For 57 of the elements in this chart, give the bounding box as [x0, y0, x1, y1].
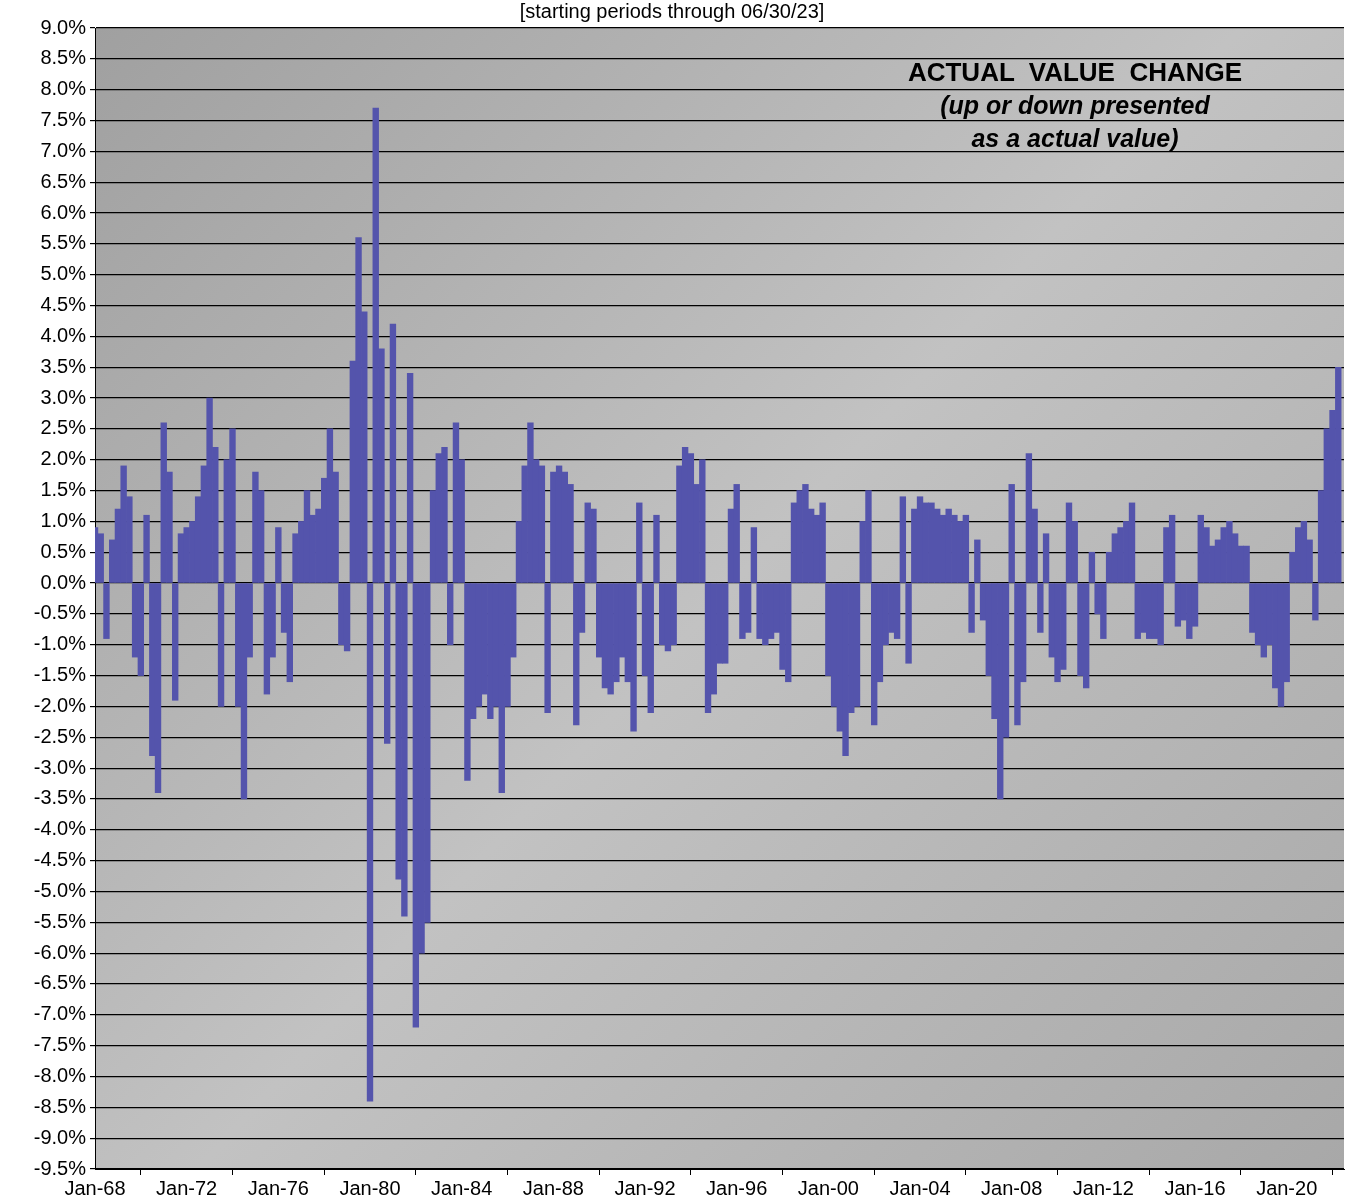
x-tick-label: Jan-96	[706, 1176, 768, 1199]
y-tick-label: -7.5%	[33, 1033, 87, 1056]
x-tick-label: Jan-08	[981, 1176, 1043, 1199]
y-tick-label: 0.0%	[40, 570, 87, 593]
y-tick-label: 5.5%	[40, 231, 87, 254]
y-tick-label: -4.5%	[33, 848, 87, 871]
y-tick-label: -9.5%	[33, 1156, 87, 1179]
x-tick-label: Jan-76	[247, 1176, 309, 1199]
x-tick-label: Jan-68	[64, 1176, 126, 1199]
y-tick-label: -3.0%	[33, 755, 87, 778]
x-tick-label: Jan-88	[522, 1176, 584, 1199]
y-tick-label: 4.0%	[40, 323, 87, 346]
y-tick-label: 5.0%	[40, 262, 87, 285]
annotation: as a actual value)	[970, 123, 1180, 154]
y-tick-label: -3.5%	[33, 786, 87, 809]
y-tick-label: 4.5%	[40, 293, 87, 316]
y-tick-label: 1.0%	[40, 508, 87, 531]
x-tick-label: Jan-12	[1072, 1176, 1134, 1199]
y-tick-label: 3.0%	[40, 385, 87, 408]
x-tick-label: Jan-00	[797, 1176, 859, 1199]
y-tick-label: 8.0%	[40, 77, 87, 100]
y-tick-label: 2.0%	[40, 447, 87, 470]
y-tick-label: -6.5%	[33, 971, 87, 994]
annotation: ACTUAL VALUE CHANGE	[906, 56, 1244, 89]
y-tick-label: 0.5%	[40, 539, 87, 562]
y-tick-label: -1.0%	[33, 632, 87, 655]
y-tick-label: -1.5%	[33, 663, 87, 686]
x-tick-label: Jan-04	[889, 1176, 951, 1199]
bar	[366, 583, 374, 1102]
x-tick-label: Jan-80	[339, 1176, 401, 1199]
y-tick-label: 7.5%	[40, 108, 87, 131]
x-tick-label: Jan-84	[431, 1176, 493, 1199]
chart-subtitle: [starting periods through 06/30/23]	[519, 0, 825, 22]
y-tick-label: 6.5%	[40, 169, 87, 192]
y-tick-label: -2.0%	[33, 693, 87, 716]
y-tick-label: -8.5%	[33, 1094, 87, 1117]
annotation: (up or down presented	[939, 90, 1211, 121]
x-tick-label: Jan-16	[1164, 1176, 1226, 1199]
y-tick-label: 3.5%	[40, 354, 87, 377]
x-tick-label: Jan-20	[1256, 1176, 1318, 1199]
y-tick-label: -0.5%	[33, 601, 87, 624]
y-tick-label: -4.0%	[33, 817, 87, 840]
y-tick-label: -5.0%	[33, 878, 87, 901]
y-tick-label: 2.5%	[40, 416, 87, 439]
y-tick-label: -6.0%	[33, 940, 87, 963]
y-tick-label: -5.5%	[33, 909, 87, 932]
y-tick-label: 8.5%	[40, 46, 87, 69]
y-tick-label: 1.5%	[40, 478, 87, 501]
y-tick-label: -2.5%	[33, 724, 87, 747]
y-tick-label: -8.0%	[33, 1064, 87, 1086]
y-tick-label: -9.0%	[33, 1125, 87, 1148]
y-tick-label: 9.0%	[40, 15, 87, 38]
y-tick-label: -7.0%	[33, 1002, 87, 1025]
y-tick-label: 7.0%	[40, 138, 87, 161]
x-tick-label: Jan-72	[156, 1176, 218, 1199]
x-tick-label: Jan-92	[614, 1176, 676, 1199]
y-tick-label: 6.0%	[40, 200, 87, 223]
